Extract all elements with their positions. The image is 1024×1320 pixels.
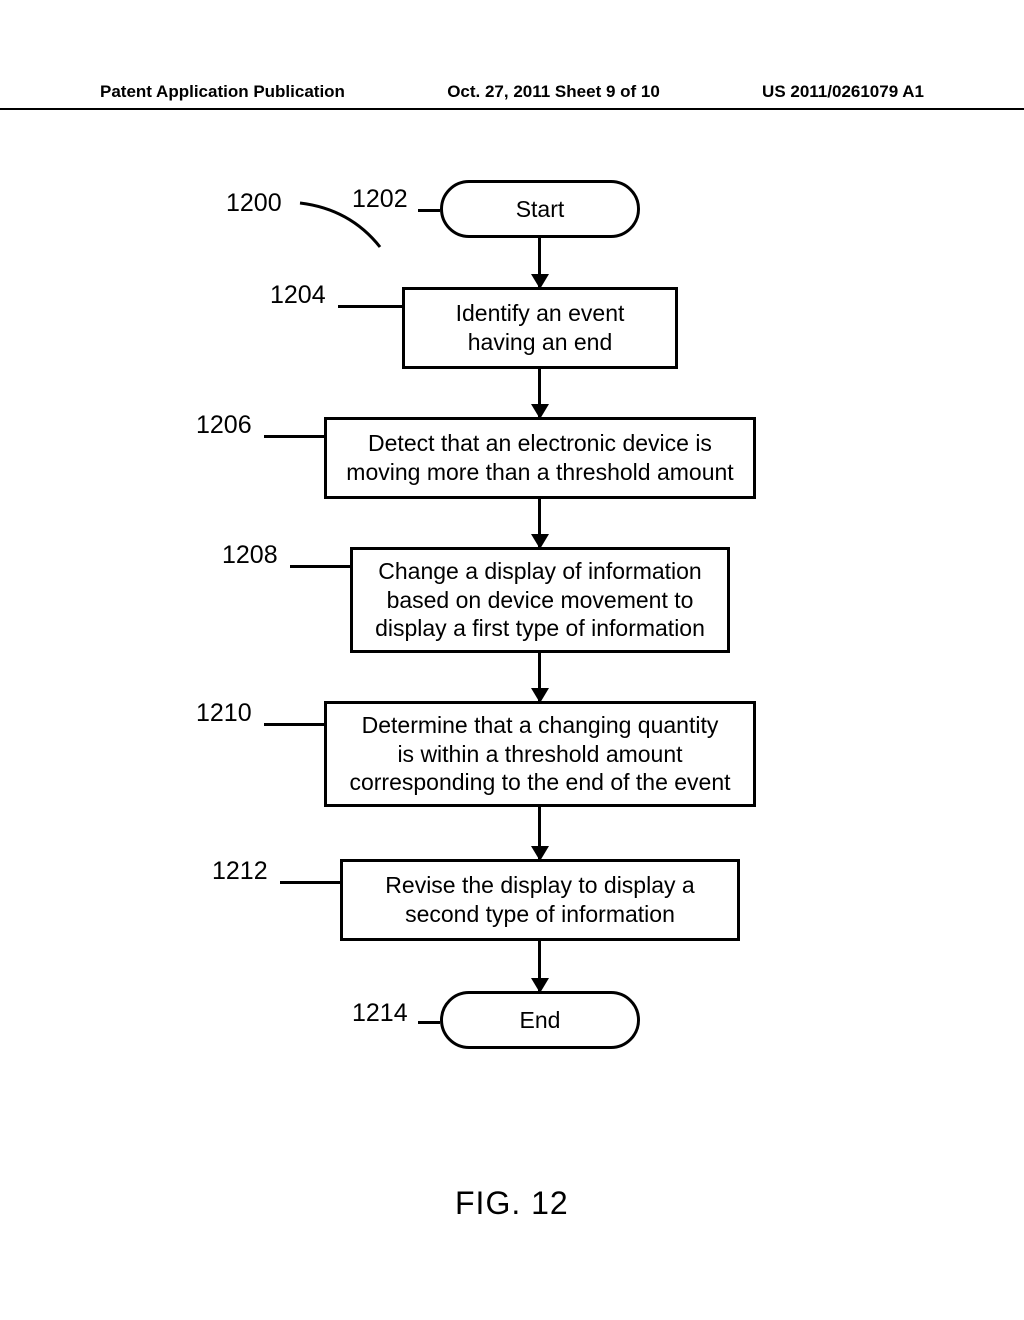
ref-label-1206: 1206 [196,411,252,440]
flow-arrow-1 [538,369,541,417]
figure-label: FIG. 12 [455,1185,569,1222]
flowchart-figure-12: 1200 FIG. 12 Start1202Identify an eventh… [0,165,1024,1165]
header-right: US 2011/0261079 A1 [762,82,924,102]
ref-line-1204 [338,305,402,308]
flow-arrow-0 [538,238,541,287]
flowchart-node-step5: Revise the display to display asecond ty… [340,859,740,941]
ref-label-1208: 1208 [222,541,278,570]
flowchart-node-text: Start [508,195,573,224]
header-left: Patent Application Publication [100,82,345,102]
flowchart-node-step4: Determine that a changing quantityis wit… [324,701,756,807]
ref-label-1210: 1210 [196,699,252,728]
flow-arrow-3 [538,653,541,701]
flowchart-node-end: End [440,991,640,1049]
flowchart-node-text: Detect that an electronic device ismovin… [338,429,741,487]
flowchart-node-text: Change a display of informationbased on … [367,557,713,643]
ref-label-1212: 1212 [212,857,268,886]
ref-line-1206 [264,435,324,438]
flowchart-node-text: Identify an eventhaving an end [448,299,633,357]
flowchart-node-step1: Identify an eventhaving an end [402,287,678,369]
page-header: Patent Application Publication Oct. 27, … [0,82,1024,110]
flowchart-node-text: Revise the display to display asecond ty… [377,871,702,929]
flowchart-node-text: End [512,1006,569,1035]
flowchart-node-step2: Detect that an electronic device ismovin… [324,417,756,499]
ref-label-1214: 1214 [352,999,408,1028]
ref-label-1202: 1202 [352,185,408,214]
ref-line-1208 [290,565,350,568]
flow-arrow-5 [538,941,541,991]
ref-line-1202 [418,209,440,212]
ref-label-1204: 1204 [270,281,326,310]
flow-arrow-2 [538,499,541,547]
flowchart-node-text: Determine that a changing quantityis wit… [341,711,738,797]
flow-arrow-4 [538,807,541,859]
header-center: Oct. 27, 2011 Sheet 9 of 10 [447,82,660,102]
ref-line-1210 [264,723,324,726]
flowchart-node-start: Start [440,180,640,238]
ref-line-1214 [418,1021,440,1024]
ref-line-1212 [280,881,340,884]
flowchart-node-step3: Change a display of informationbased on … [350,547,730,653]
